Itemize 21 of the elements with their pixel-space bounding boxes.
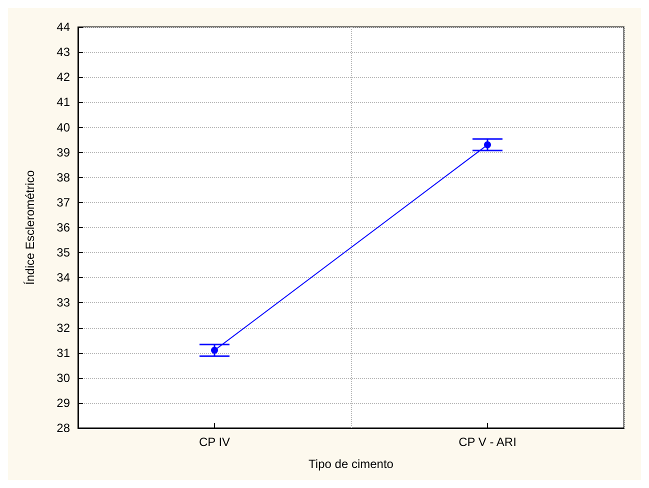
y-tick-label: 43 bbox=[56, 45, 70, 60]
y-tick-label: 36 bbox=[56, 220, 70, 234]
y-tick-label: 33 bbox=[56, 296, 70, 310]
y-tick-label: 40 bbox=[56, 120, 70, 134]
y-tick-label: 44 bbox=[56, 20, 70, 34]
y-tick-label: 30 bbox=[56, 370, 70, 385]
y-tick-label: 31 bbox=[56, 346, 70, 360]
y-tick-label: 37 bbox=[56, 195, 70, 210]
y-axis-title: Índice Esclerométrico bbox=[23, 170, 37, 285]
y-tick-label: 38 bbox=[56, 170, 70, 184]
y-tick-label: 35 bbox=[56, 246, 70, 260]
x-tick-label: CP IV bbox=[198, 435, 230, 449]
y-tick-label: 42 bbox=[56, 70, 70, 84]
y-tick-label: 34 bbox=[56, 270, 70, 285]
y-tick-label: 28 bbox=[56, 421, 70, 435]
y-tick-label: 29 bbox=[56, 396, 70, 410]
y-tick-label: 41 bbox=[56, 95, 70, 110]
x-axis-title: Tipo de cimento bbox=[308, 457, 394, 471]
y-tick-label: 32 bbox=[56, 320, 70, 335]
y-tick-label: 39 bbox=[56, 145, 70, 160]
x-tick-label: CP V - ARI bbox=[458, 435, 516, 449]
